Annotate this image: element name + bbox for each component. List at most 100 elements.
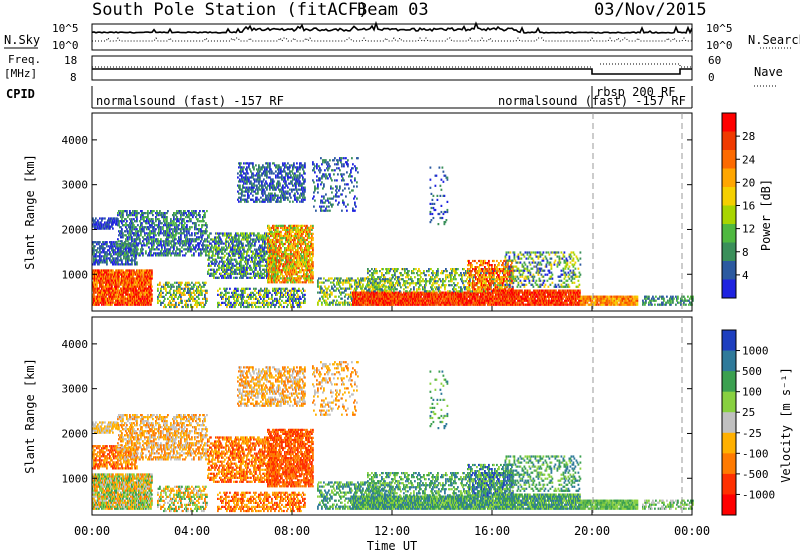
heatmap-cell <box>256 178 258 181</box>
heatmap-cell <box>184 240 186 243</box>
heatmap-cell <box>300 226 302 229</box>
heatmap-cell <box>128 249 130 252</box>
heatmap-cell <box>249 293 251 296</box>
heatmap-cell <box>312 253 314 256</box>
heatmap-cell <box>252 252 254 255</box>
heatmap-cell <box>139 295 141 298</box>
heatmap-cell <box>301 224 303 227</box>
heatmap-cell <box>105 277 107 280</box>
heatmap-cell <box>112 295 114 298</box>
heatmap-cell <box>138 287 140 290</box>
heatmap-cell <box>300 261 302 264</box>
heatmap-cell <box>300 271 302 274</box>
heatmap-cell <box>142 230 144 233</box>
heatmap-cell <box>276 238 278 242</box>
heatmap-cell <box>143 303 145 306</box>
heatmap-cell <box>98 255 100 258</box>
heatmap-cell <box>297 174 299 177</box>
heatmap-cell <box>216 276 218 279</box>
heatmap-cell <box>126 253 128 256</box>
heatmap-cell <box>242 297 244 300</box>
heatmap-cell <box>297 234 299 238</box>
heatmap-cell <box>271 262 273 265</box>
heatmap-cell <box>151 224 153 227</box>
heatmap-cell <box>162 228 164 231</box>
heatmap-cell <box>164 252 166 255</box>
heatmap-cell <box>118 234 120 237</box>
heatmap-cell <box>104 247 106 250</box>
heatmap-cell <box>134 242 136 245</box>
heatmap-cell <box>238 252 240 255</box>
heatmap-cell <box>267 272 269 275</box>
heatmap-cell <box>149 273 151 276</box>
heatmap-cell <box>282 188 284 191</box>
heatmap-cell <box>269 166 271 169</box>
heatmap-cell <box>257 236 259 239</box>
heatmap-cell <box>263 272 265 275</box>
heatmap-cell <box>150 275 152 278</box>
heatmap-cell <box>304 230 306 233</box>
heatmap-cell <box>219 256 221 259</box>
heatmap-cell <box>294 255 296 258</box>
heatmap-cell <box>293 271 295 274</box>
heatmap-cell <box>128 277 130 280</box>
heatmap-cell <box>262 295 264 298</box>
heatmap-cell <box>132 228 134 231</box>
heatmap-cell <box>243 176 245 179</box>
heatmap-cell <box>184 303 186 306</box>
heatmap-cell <box>105 279 107 282</box>
heatmap-cell <box>175 234 177 237</box>
heatmap-cell <box>279 275 281 278</box>
heatmap-cell <box>297 224 299 227</box>
heatmap-cell <box>117 246 119 249</box>
heatmap-cell <box>300 234 302 238</box>
heatmap-cell <box>263 252 265 255</box>
heatmap-cell <box>262 200 264 203</box>
heatmap-cell <box>284 255 286 258</box>
heatmap-cell <box>221 264 223 267</box>
heatmap-cell <box>246 178 248 181</box>
heatmap-cell <box>105 253 107 256</box>
heatmap-cell <box>195 224 197 227</box>
heatmap-cell <box>293 164 295 167</box>
heatmap-cell <box>277 228 279 231</box>
heatmap-cell <box>258 186 260 189</box>
heatmap-cell <box>115 285 117 288</box>
heatmap-cell <box>281 238 283 242</box>
heatmap-cell <box>288 267 290 270</box>
heatmap-cell <box>110 255 112 258</box>
heatmap-cell <box>99 299 101 302</box>
heatmap-cell <box>242 295 244 298</box>
heatmap-cell <box>183 287 185 290</box>
heatmap-cell <box>121 299 123 302</box>
heatmap-cell <box>123 287 125 290</box>
heatmap-cell <box>303 188 305 191</box>
heatmap-cell <box>153 222 155 225</box>
heatmap-cell <box>254 248 256 251</box>
heatmap-cell <box>103 255 105 258</box>
heatmap-cell <box>287 174 289 177</box>
heatmap-cell <box>306 259 308 262</box>
heatmap-cell <box>309 230 311 233</box>
heatmap-cell <box>122 299 124 302</box>
heatmap-cell <box>97 303 99 306</box>
cpid-row: CPID normalsound (fast) -157 RF normalso… <box>6 85 693 109</box>
heatmap-cell <box>263 170 265 173</box>
heatmap-cell <box>125 263 127 266</box>
heatmap-cell <box>254 180 256 183</box>
heatmap-cell <box>135 230 137 233</box>
heatmap-cell <box>104 301 106 304</box>
heatmap-cell <box>214 258 216 261</box>
heatmap-cell <box>188 210 190 213</box>
heatmap-cell <box>132 232 134 235</box>
heatmap-cell <box>248 246 250 249</box>
heatmap-cell <box>250 272 252 275</box>
heatmap-cell <box>251 184 253 187</box>
heatmap-cell <box>301 238 303 242</box>
heatmap-cell <box>300 259 302 262</box>
heatmap-cell <box>123 271 125 274</box>
heatmap-cell <box>246 299 248 302</box>
heatmap-cell <box>170 246 172 249</box>
heatmap-cell <box>145 220 147 223</box>
heatmap-cell <box>269 228 271 231</box>
